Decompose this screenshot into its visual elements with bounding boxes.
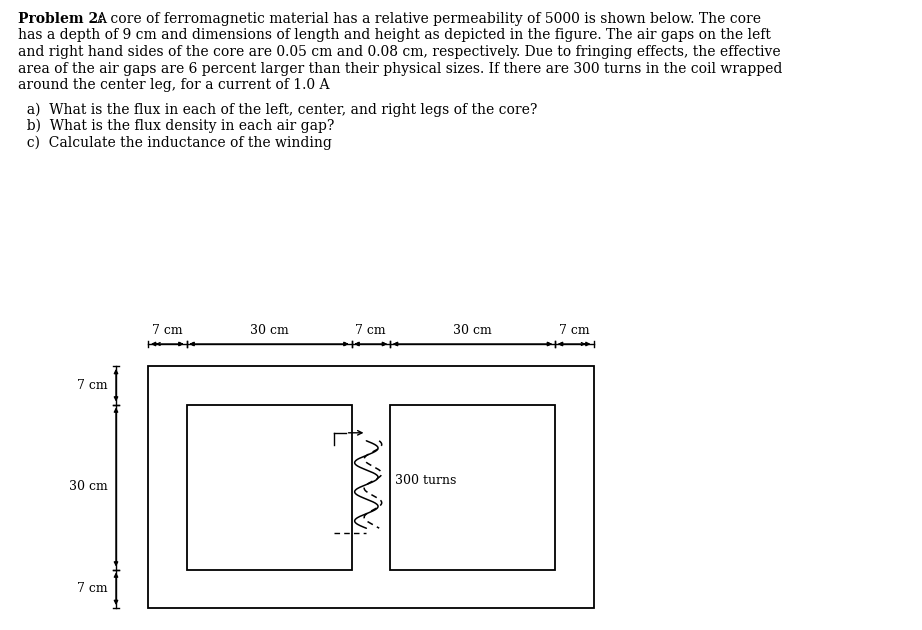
Text: Problem 2:: Problem 2: <box>18 12 103 26</box>
Text: 7 cm: 7 cm <box>356 324 386 337</box>
Text: 7 cm: 7 cm <box>559 324 589 337</box>
Text: c)  Calculate the inductance of the winding: c) Calculate the inductance of the windi… <box>18 135 332 150</box>
Text: area of the air gaps are 6 percent larger than their physical sizes. If there ar: area of the air gaps are 6 percent large… <box>18 62 783 76</box>
Text: A core of ferromagnetic material has a relative permeability of 5000 is shown be: A core of ferromagnetic material has a r… <box>96 12 761 26</box>
Text: 7 cm: 7 cm <box>152 324 183 337</box>
Text: a)  What is the flux in each of the left, center, and right legs of the core?: a) What is the flux in each of the left,… <box>18 103 538 117</box>
Bar <box>148 366 594 608</box>
Text: 7 cm: 7 cm <box>77 582 108 595</box>
Text: has a depth of 9 cm and dimensions of length and height as depicted in the figur: has a depth of 9 cm and dimensions of le… <box>18 28 771 42</box>
Text: 300 turns: 300 turns <box>395 474 456 487</box>
Text: 30 cm: 30 cm <box>453 324 491 337</box>
Bar <box>390 404 555 570</box>
Text: b)  What is the flux density in each air gap?: b) What is the flux density in each air … <box>18 119 335 134</box>
Text: around the center leg, for a current of 1.0 A: around the center leg, for a current of … <box>18 78 329 92</box>
Text: 30 cm: 30 cm <box>250 324 289 337</box>
Text: 7 cm: 7 cm <box>77 379 108 392</box>
Text: and right hand sides of the core are 0.05 cm and 0.08 cm, respectively. Due to f: and right hand sides of the core are 0.0… <box>18 45 781 59</box>
Text: 30 cm: 30 cm <box>69 481 108 493</box>
Bar <box>186 404 351 570</box>
